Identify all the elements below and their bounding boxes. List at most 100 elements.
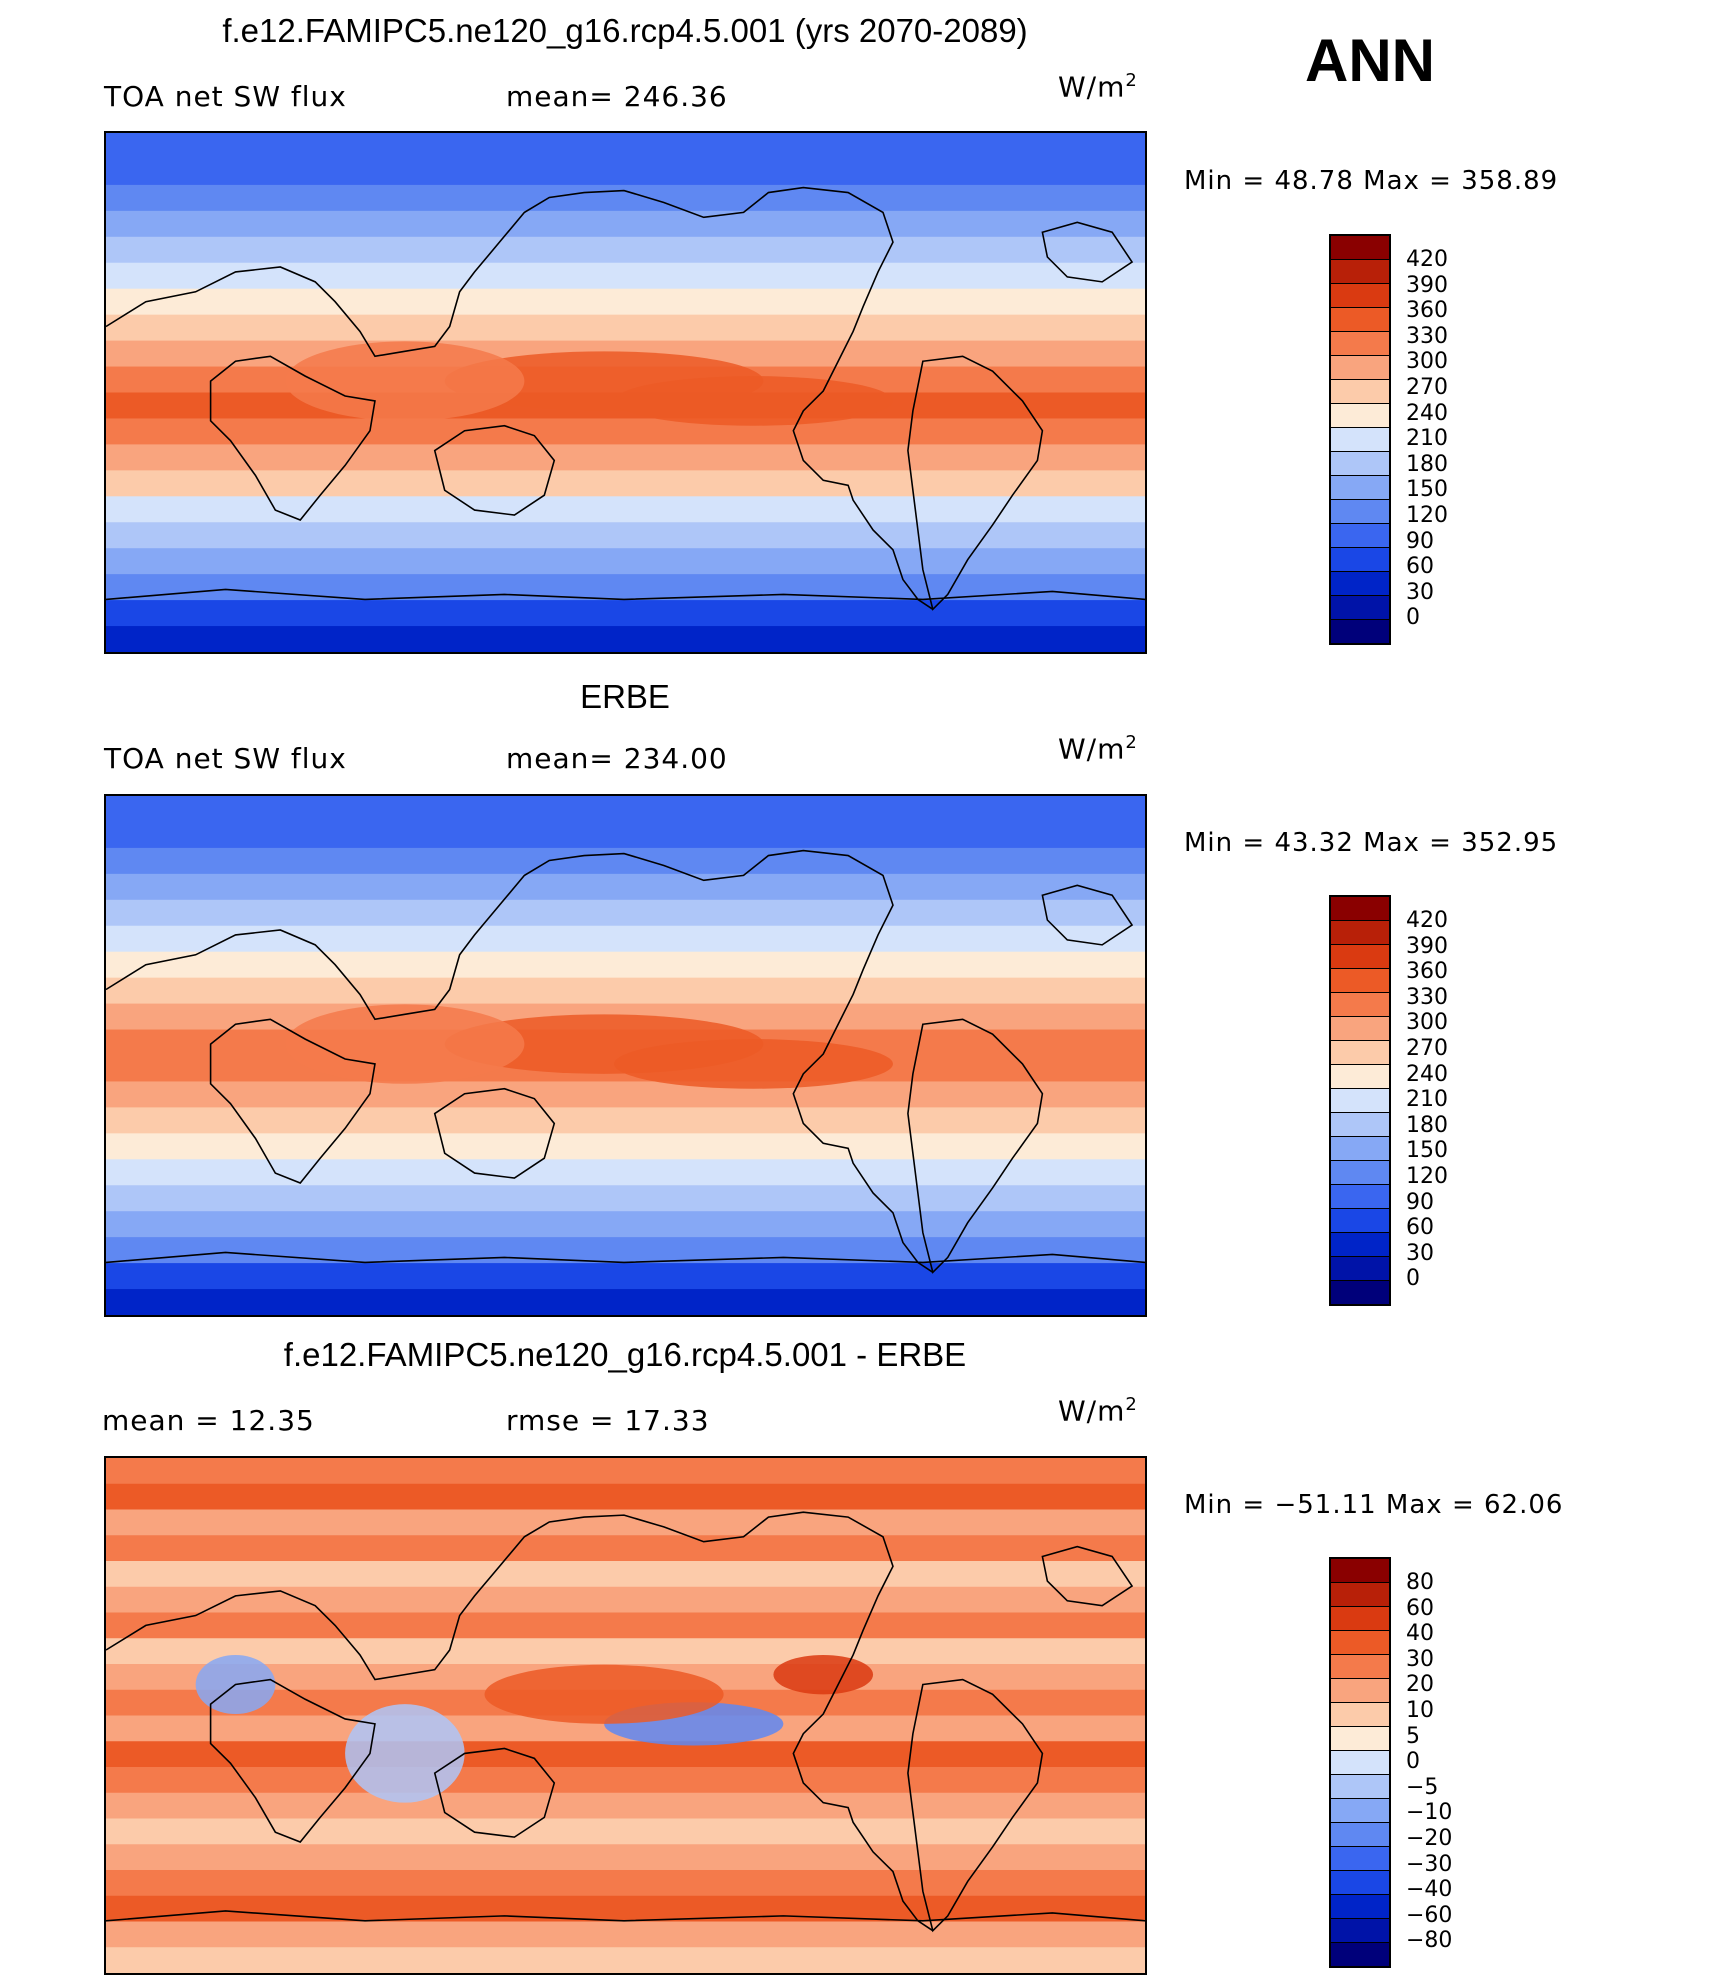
panel-2-colorbar xyxy=(1329,895,1391,1306)
colorbar-level-label: 210 xyxy=(1406,1087,1448,1113)
latitude-band xyxy=(106,470,1145,498)
panel-3-colorbar-labels: 80 60 40 30 20 10 5 0 −5 −10 −20 −30 −40 −60 −80 xyxy=(1406,1570,1452,1954)
colorbar-level-label: 90 xyxy=(1406,1189,1434,1215)
latitude-band xyxy=(106,1483,1145,1511)
latitude-band xyxy=(106,1895,1145,1923)
latitude-band xyxy=(106,1586,1145,1614)
latitude-band xyxy=(106,1947,1145,1973)
colorbar-swatch xyxy=(1331,1847,1389,1871)
latitude-band xyxy=(106,1792,1145,1820)
field-anomaly xyxy=(773,1654,874,1695)
colorbar-level-label: 270 xyxy=(1406,1035,1448,1061)
map-field-svg xyxy=(106,1458,1145,1973)
colorbar-level-label: 90 xyxy=(1406,528,1434,554)
colorbar-swatch xyxy=(1331,548,1389,572)
colorbar-swatch xyxy=(1331,1943,1389,1966)
latitude-band xyxy=(106,133,1145,160)
colorbar-swatch xyxy=(1331,1233,1389,1257)
coastline xyxy=(106,186,934,610)
latitude-band xyxy=(106,548,1145,576)
latitude-band xyxy=(106,796,1145,823)
latitude-band xyxy=(106,522,1145,550)
coastline xyxy=(209,1018,376,1184)
coastline xyxy=(106,588,1145,601)
colorbar-level-label: 0 xyxy=(1406,1266,1420,1292)
colorbar-level-label: 420 xyxy=(1406,247,1448,272)
colorbar-swatch xyxy=(1331,1281,1389,1304)
latitude-band xyxy=(106,925,1145,953)
map-field-svg xyxy=(106,133,1145,652)
colorbar-swatch xyxy=(1331,1041,1389,1065)
colorbar-level-label: 60 xyxy=(1406,554,1434,580)
colorbar-level-label: 210 xyxy=(1406,426,1448,452)
colorbar-swatch xyxy=(1331,1655,1389,1679)
panel-1-variable-label: TOA net SW flux xyxy=(104,80,347,113)
colorbar-level-label: 20 xyxy=(1406,1672,1434,1698)
colorbar-level-label: 5 xyxy=(1406,1723,1420,1749)
panel-3-map xyxy=(104,1456,1147,1975)
panel-1-mean-label: mean= 246.36 xyxy=(506,80,728,113)
latitude-band xyxy=(106,1535,1145,1562)
colorbar-level-label: −80 xyxy=(1406,1928,1453,1954)
coastline xyxy=(907,355,1044,611)
panel-2-map xyxy=(104,794,1147,1317)
colorbar-swatch xyxy=(1331,945,1389,969)
latitude-band xyxy=(106,1211,1145,1239)
colorbar-swatch xyxy=(1331,404,1389,428)
colorbar-swatch xyxy=(1331,1799,1389,1823)
latitude-band xyxy=(106,1458,1145,1485)
latitude-band xyxy=(106,262,1145,290)
field-anomaly xyxy=(345,1704,465,1803)
latitude-band xyxy=(106,496,1145,524)
colorbar-swatch xyxy=(1331,1871,1389,1895)
latitude-band xyxy=(106,418,1145,446)
colorbar-level-label: −20 xyxy=(1406,1825,1453,1851)
colorbar-swatch xyxy=(1331,620,1389,643)
panel-2-units: W/m2 xyxy=(1058,732,1138,766)
colorbar-swatch xyxy=(1331,1919,1389,1943)
coastline xyxy=(106,1251,1145,1264)
colorbar-level-label: 240 xyxy=(1406,1061,1448,1087)
latitude-band xyxy=(106,210,1145,238)
colorbar-level-label: 270 xyxy=(1406,374,1448,400)
colorbar-swatch xyxy=(1331,284,1389,308)
coastline xyxy=(1041,221,1134,283)
colorbar-swatch xyxy=(1331,308,1389,332)
colorbar-swatch xyxy=(1331,452,1389,476)
panel-3-min-max: Min = −51.11 Max = 62.06 xyxy=(1184,1490,1564,1520)
colorbar-swatch xyxy=(1331,921,1389,945)
colorbar-level-label: 150 xyxy=(1406,477,1448,503)
latitude-band xyxy=(106,1263,1145,1291)
latitude-band xyxy=(106,1081,1145,1109)
colorbar-swatch xyxy=(1331,260,1389,284)
latitude-band xyxy=(106,873,1145,901)
colorbar-level-label: 360 xyxy=(1406,298,1448,324)
latitude-band xyxy=(106,1844,1145,1871)
panel-3-mean-label: mean = 12.35 xyxy=(102,1404,315,1437)
coastline xyxy=(1041,884,1134,946)
colorbar-swatch xyxy=(1331,1823,1389,1847)
panel-3-units: W/m2 xyxy=(1058,1394,1138,1428)
latitude-band xyxy=(106,1289,1145,1315)
latitude-band xyxy=(106,314,1145,342)
colorbar-swatch xyxy=(1331,1185,1389,1209)
coastline xyxy=(433,1087,556,1179)
colorbar-level-label: 40 xyxy=(1406,1621,1434,1647)
colorbar-level-label: −5 xyxy=(1406,1774,1439,1800)
colorbar-swatch xyxy=(1331,1583,1389,1607)
colorbar-level-label: −10 xyxy=(1406,1800,1453,1826)
colorbar-level-label: 240 xyxy=(1406,400,1448,426)
colorbar-level-label: 330 xyxy=(1406,984,1448,1010)
latitude-band xyxy=(106,1185,1145,1213)
panel-2-variable-label: TOA net SW flux xyxy=(104,742,347,775)
latitude-band xyxy=(106,574,1145,602)
coastline xyxy=(433,1747,556,1838)
map-field-svg xyxy=(106,796,1145,1315)
colorbar-swatch xyxy=(1331,236,1389,260)
colorbar-level-label: 390 xyxy=(1406,272,1448,298)
colorbar-swatch xyxy=(1331,1089,1389,1113)
colorbar-level-label: 300 xyxy=(1406,1010,1448,1036)
colorbar-swatch xyxy=(1331,476,1389,500)
panel-1-units: W/m2 xyxy=(1058,70,1138,104)
